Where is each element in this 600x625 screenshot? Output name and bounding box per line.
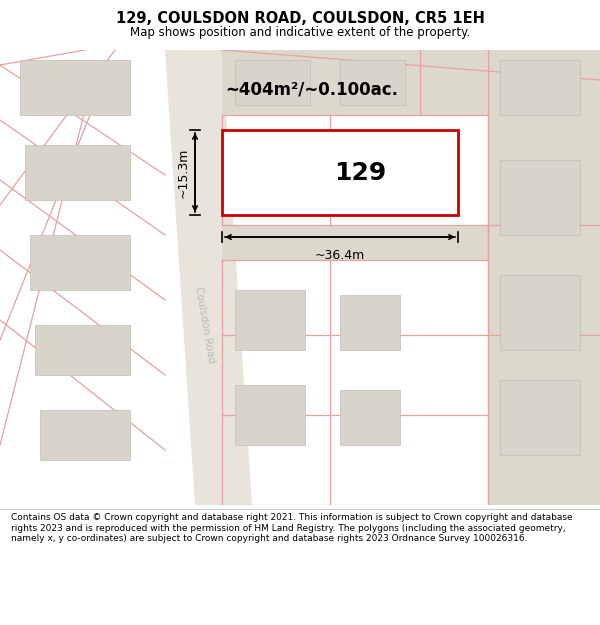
Bar [500, 160, 580, 235]
Bar [35, 325, 130, 375]
Text: ~404m²/~0.100ac.: ~404m²/~0.100ac. [225, 81, 398, 99]
Polygon shape [222, 225, 488, 260]
Bar [40, 410, 130, 460]
Bar [500, 60, 580, 115]
Polygon shape [488, 50, 600, 505]
Bar [235, 155, 290, 215]
Bar [242, 145, 307, 200]
Bar [235, 60, 310, 105]
Bar [340, 390, 400, 445]
Bar [340, 295, 400, 350]
Bar [222, 130, 458, 215]
Text: 129, COULSDON ROAD, COULSDON, CR5 1EH: 129, COULSDON ROAD, COULSDON, CR5 1EH [116, 11, 484, 26]
Bar [235, 385, 305, 445]
Text: Contains OS data © Crown copyright and database right 2021. This information is : Contains OS data © Crown copyright and d… [11, 513, 572, 543]
Text: ~36.4m: ~36.4m [315, 249, 365, 262]
Bar [235, 290, 305, 350]
Bar [20, 60, 130, 115]
Bar [500, 275, 580, 350]
Polygon shape [165, 50, 252, 505]
Bar [30, 235, 130, 290]
Text: Coulsdon Road: Coulsdon Road [193, 286, 217, 364]
Bar [340, 60, 405, 105]
Polygon shape [222, 50, 488, 115]
Text: ~15.3m: ~15.3m [176, 148, 190, 198]
Bar [25, 145, 130, 200]
Text: 129: 129 [334, 161, 386, 184]
Bar [222, 130, 458, 215]
Text: Map shows position and indicative extent of the property.: Map shows position and indicative extent… [130, 26, 470, 39]
Bar [500, 380, 580, 455]
